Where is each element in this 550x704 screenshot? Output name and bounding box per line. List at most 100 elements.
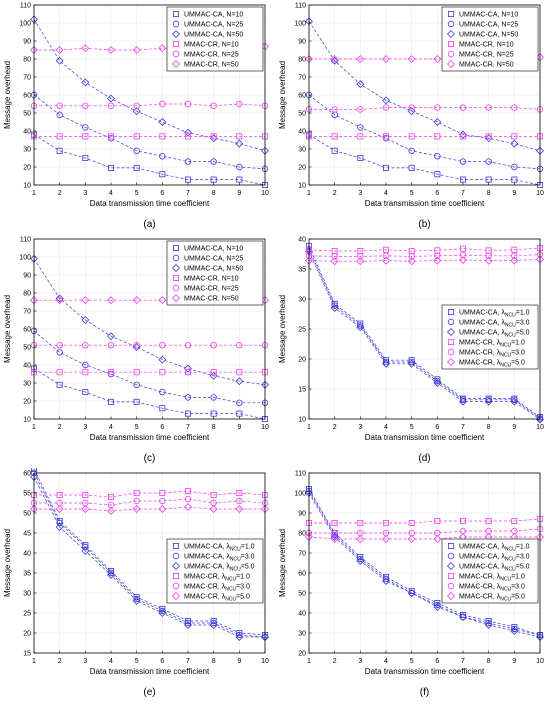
- x-tick-label: 5: [135, 658, 139, 665]
- legend-entry: MMAC-CR, λNCU=1.0: [459, 574, 525, 583]
- panel-caption: (b): [418, 219, 430, 230]
- data-point: [133, 369, 140, 376]
- legend-entry: MMAC-CR, N=50: [184, 62, 239, 69]
- y-tick-label: 110: [295, 3, 306, 10]
- data-point: [81, 547, 90, 555]
- data-point: [56, 519, 63, 527]
- data-point: [511, 246, 518, 253]
- data-point: [382, 359, 390, 368]
- series-line: [33, 368, 266, 420]
- x-tick-label: 7: [461, 424, 465, 431]
- data-point: [107, 102, 115, 109]
- data-point: [434, 152, 441, 160]
- series-5: [30, 341, 269, 349]
- y-tick-label: 110: [20, 237, 31, 244]
- x-axis-label: Data transmission time coefficient: [90, 667, 210, 676]
- data-point: [210, 410, 217, 417]
- data-point: [210, 102, 217, 109]
- x-axis-label: Data transmission time coefficient: [90, 199, 210, 208]
- legend-entry: MMAC-CR, λNCU=5.0: [459, 594, 525, 603]
- data-point: [408, 104, 415, 111]
- y-tick-label: 30: [23, 147, 31, 154]
- data-point: [158, 118, 167, 126]
- x-tick-label: 6: [160, 424, 164, 431]
- y-tick-label: 25: [23, 611, 31, 618]
- chart-f: 1 2 3 4 5 6 7 8 9 10 20 30 40 50 60 70 80 90 100 110 Data tr…: [278, 471, 544, 699]
- legend: UMMAC-CA, N=10 UMMAC-CA, N=25 UMMAC-CA, N=…: [166, 240, 264, 306]
- series-line: [33, 472, 266, 638]
- legend-entry: MMAC-CR, N=25: [459, 52, 514, 59]
- legend-marker: [172, 50, 180, 58]
- y-tick-label: 60: [23, 93, 31, 100]
- data-point: [434, 171, 441, 178]
- y-tick-label: 50: [23, 111, 31, 118]
- x-tick-label: 8: [487, 658, 491, 665]
- legend-entry: UMMAC-CA, N=10: [184, 12, 243, 19]
- data-point: [82, 124, 89, 131]
- data-point: [81, 44, 90, 53]
- data-point: [184, 495, 192, 503]
- x-tick-label: 1: [32, 658, 36, 665]
- legend-entry: MMAC-CR, λNCU=3.0: [459, 350, 525, 359]
- series-6: [305, 255, 544, 266]
- data-point: [408, 253, 415, 260]
- data-point: [485, 176, 492, 183]
- legend-marker: [447, 582, 455, 590]
- y-tick-label: 50: [298, 111, 306, 118]
- data-point: [108, 133, 115, 140]
- y-tick-label: 50: [298, 591, 306, 598]
- data-point: [56, 133, 63, 140]
- data-point: [159, 100, 166, 108]
- x-tick-label: 1: [307, 658, 311, 665]
- legend-entry: MMAC-CR, N=25: [184, 52, 239, 59]
- data-point: [184, 394, 192, 401]
- y-tick-label: 90: [23, 39, 31, 46]
- x-tick-label: 4: [109, 658, 113, 665]
- y-tick-label: 20: [23, 631, 31, 638]
- x-tick-label: 6: [435, 190, 439, 197]
- x-tick-label: 9: [237, 658, 241, 665]
- data-point: [433, 256, 442, 265]
- x-tick-label: 6: [435, 424, 439, 431]
- data-point: [407, 589, 416, 597]
- x-tick-label: 8: [487, 190, 491, 197]
- legend-entry: MMAC-CR, N=50: [459, 62, 514, 69]
- legend-box: [166, 6, 264, 72]
- data-point: [108, 164, 115, 171]
- legend-entry: UMMAC-CA, λNCU=3.0: [459, 554, 530, 563]
- data-point: [159, 605, 166, 612]
- data-point: [133, 164, 140, 171]
- data-point: [408, 164, 415, 171]
- x-tick-label: 6: [160, 658, 164, 665]
- data-point: [383, 164, 390, 171]
- data-point: [133, 594, 140, 601]
- legend-marker: [447, 50, 455, 58]
- series-line: [308, 21, 541, 152]
- data-point: [330, 304, 339, 312]
- x-tick-label: 6: [160, 190, 164, 197]
- data-point: [485, 396, 492, 403]
- data-point: [56, 102, 63, 109]
- y-tick-label: 20: [298, 357, 306, 364]
- data-point: [159, 607, 166, 615]
- legend-entry: UMMAC-CA, N=10: [184, 246, 243, 253]
- series-line: [33, 330, 265, 404]
- data-point: [132, 505, 141, 513]
- y-tick-label: 20: [298, 651, 306, 658]
- x-tick-label: 7: [186, 190, 190, 197]
- x-tick-label: 2: [58, 658, 62, 665]
- data-point: [209, 621, 218, 629]
- data-point: [356, 557, 365, 565]
- data-point: [236, 489, 243, 496]
- y-tick-label: 30: [23, 591, 31, 598]
- data-point: [511, 623, 518, 630]
- data-point: [459, 104, 467, 111]
- axes-frame: [33, 472, 266, 654]
- series-line: [308, 94, 541, 170]
- x-tick-label: 10: [536, 658, 544, 665]
- y-tick-label: 90: [23, 273, 31, 280]
- legend-marker: [447, 318, 455, 326]
- legend-entry: UMMAC-CA, N=25: [459, 22, 518, 29]
